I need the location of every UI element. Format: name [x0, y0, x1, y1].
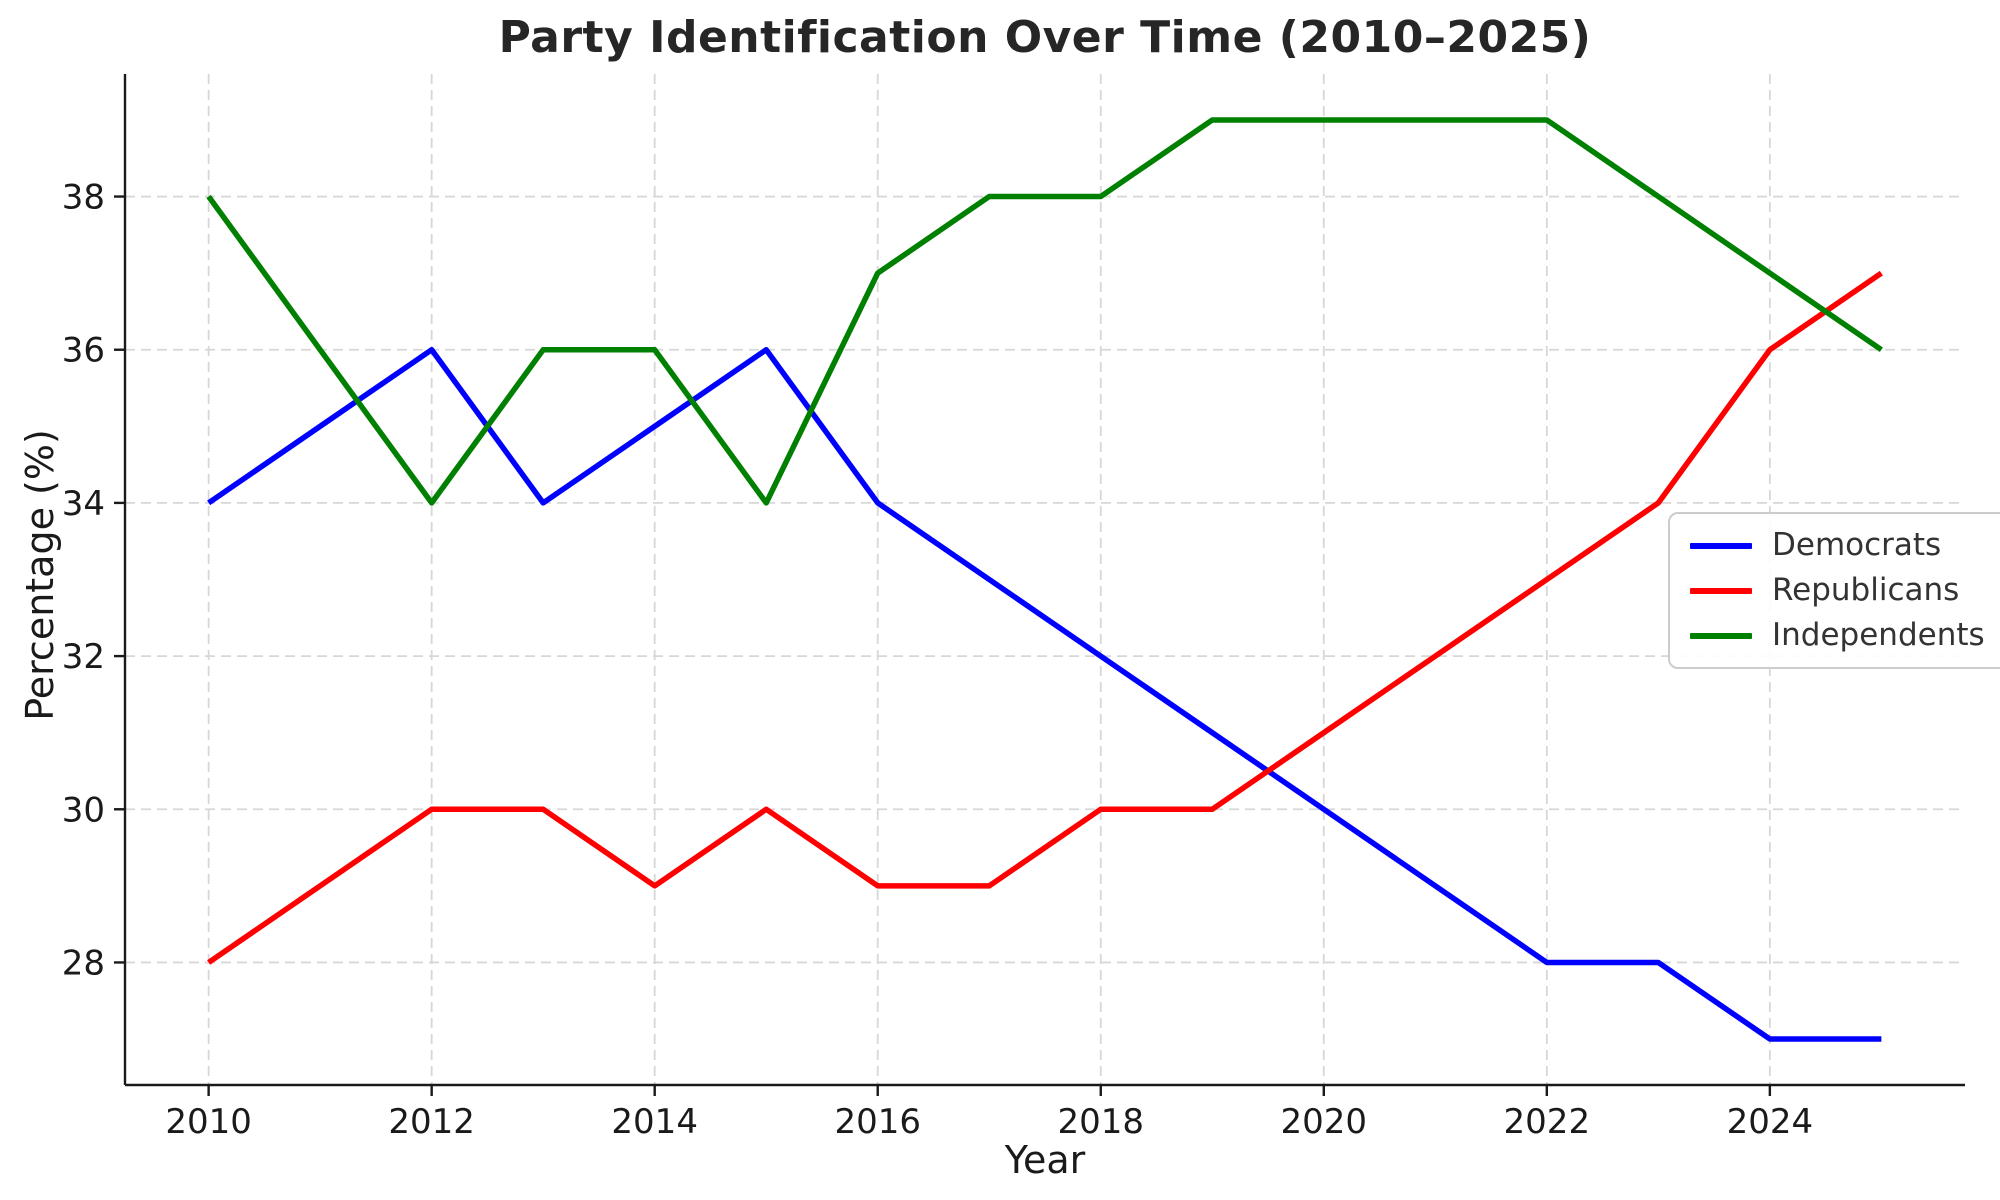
- chart-title: Party Identification Over Time (2010–202…: [498, 12, 1592, 63]
- x-axis-label: Year: [1004, 1138, 1086, 1182]
- x-tick-label: 2022: [1504, 1102, 1591, 1142]
- y-tick-label: 36: [62, 331, 105, 371]
- y-axis-label: Percentage (%): [18, 429, 62, 721]
- y-tick-label: 38: [62, 178, 105, 218]
- legend-line-swatch: [1690, 587, 1752, 594]
- legend-item-democrats: Democrats: [1690, 530, 1985, 561]
- y-tick-label: 32: [62, 637, 105, 677]
- legend: Democrats Republicans Independents: [1668, 512, 2000, 669]
- series-line-republicans: [207, 270, 1883, 965]
- legend-label: Independents: [1772, 617, 1985, 653]
- y-tick-label: 28: [62, 943, 105, 983]
- x-tick-label: 2020: [1281, 1102, 1368, 1142]
- legend-item-republicans: Republicans: [1690, 575, 1985, 606]
- series-line-independents: [206, 117, 1883, 506]
- legend-line-swatch: [1690, 542, 1752, 549]
- x-tick-label: 2014: [611, 1102, 698, 1142]
- x-tick-label: 2010: [165, 1102, 252, 1142]
- x-tick-label: 2024: [1727, 1102, 1814, 1142]
- x-tick-label: 2012: [388, 1102, 475, 1142]
- legend-label: Republicans: [1772, 572, 1960, 608]
- y-tick-label: 34: [62, 484, 105, 524]
- legend-label: Democrats: [1772, 527, 1942, 563]
- y-tick-label: 30: [62, 790, 105, 830]
- x-tick-label: 2018: [1057, 1102, 1144, 1142]
- legend-line-swatch: [1690, 632, 1752, 639]
- x-tick-label: 2016: [834, 1102, 921, 1142]
- series-line-democrats: [207, 346, 1882, 1042]
- legend-item-independents: Independents: [1690, 620, 1985, 651]
